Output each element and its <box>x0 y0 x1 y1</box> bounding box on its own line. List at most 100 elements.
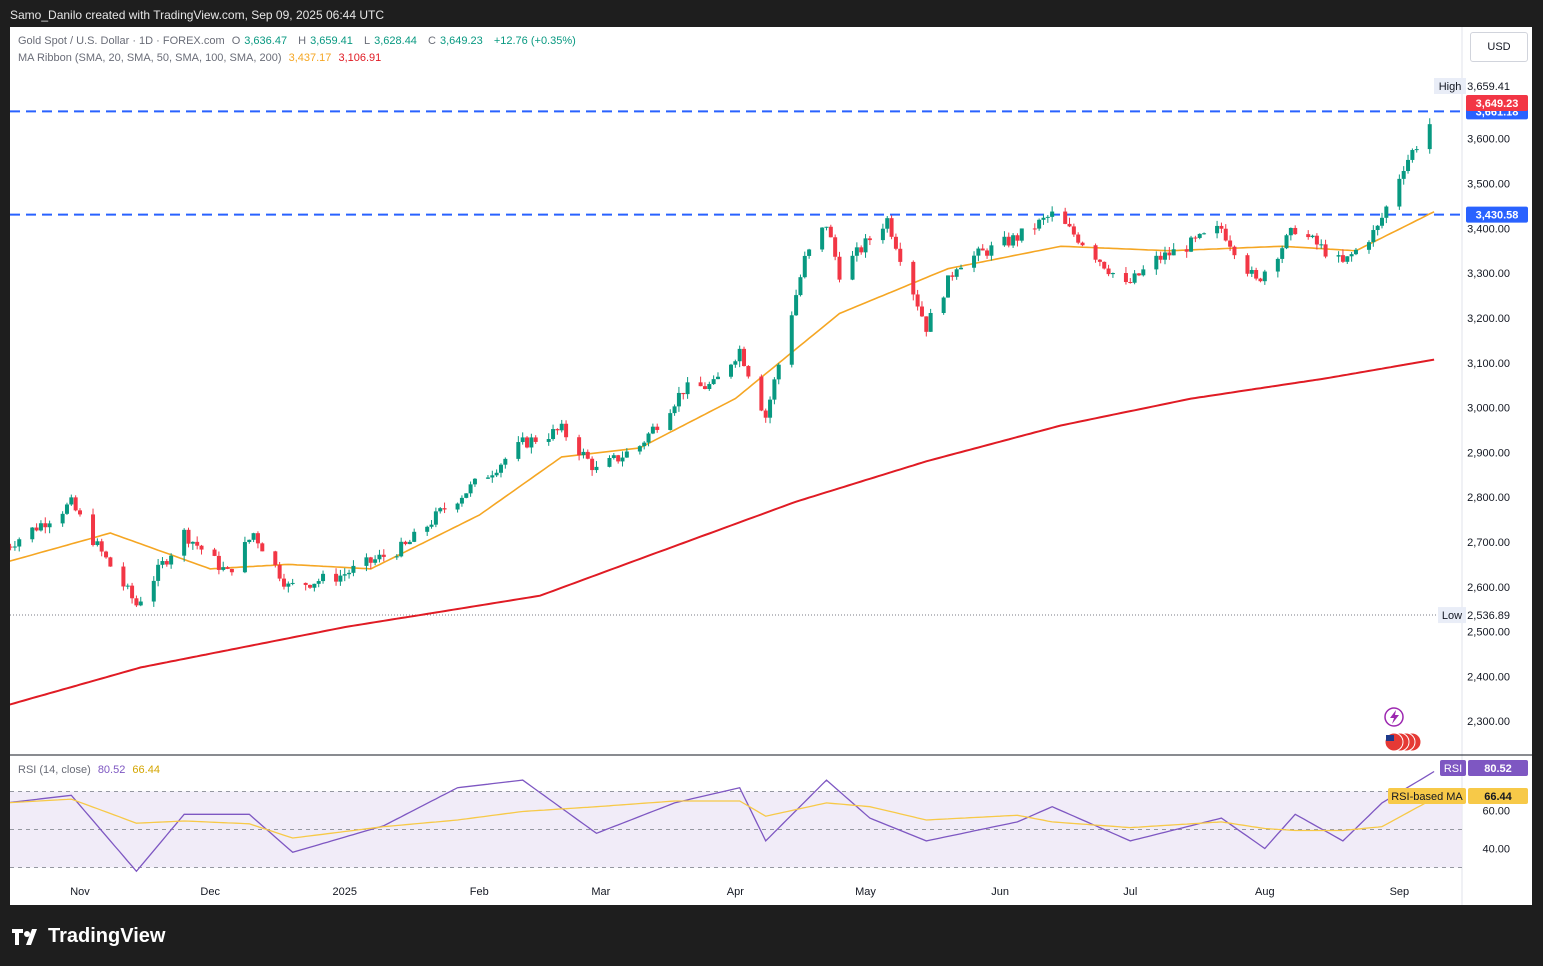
candle-body <box>1141 269 1146 276</box>
rsi-ma-tag-bg <box>1388 788 1466 804</box>
candle-body <box>642 442 647 447</box>
time-tick-label: Jul <box>1123 886 1137 898</box>
rsi-tick-label: 40.00 <box>1482 844 1510 856</box>
candle-body <box>377 554 382 560</box>
candle-body <box>1037 219 1042 229</box>
candle-body <box>1215 225 1220 234</box>
candle-body <box>1284 235 1289 249</box>
candle-body <box>316 581 321 584</box>
candle-body <box>1097 259 1102 262</box>
candle-body <box>433 511 438 525</box>
candle-body <box>1050 211 1055 217</box>
candle-body <box>585 451 590 459</box>
candle-body <box>1232 246 1237 256</box>
candle-body <box>1189 237 1194 252</box>
candle-body <box>698 382 703 387</box>
candle-body <box>1375 225 1380 231</box>
candle-body <box>30 527 35 540</box>
candle-body <box>368 557 373 563</box>
candle-body <box>38 523 43 531</box>
candle-body <box>776 364 781 380</box>
candle-body <box>893 236 898 249</box>
symbol-legend: Gold Spot / U.S. Dollar · 1D · FOREX.com… <box>18 35 580 47</box>
rsi-ma-line <box>10 797 1435 839</box>
candle-body <box>1258 278 1263 282</box>
candle-body <box>533 437 538 442</box>
candle-body <box>1063 211 1068 224</box>
high-value-label: 3,659.41 <box>1467 81 1510 93</box>
price-tick-label: 3,500.00 <box>1467 179 1510 191</box>
candle-body <box>347 572 352 575</box>
candle-body <box>1380 217 1384 226</box>
low-tag: Low <box>1442 610 1462 622</box>
candle-body <box>1002 236 1007 246</box>
candle-body <box>251 533 256 540</box>
ma-legend: MA Ribbon (SMA, 20, SMA, 50, SMA, 100, S… <box>18 52 385 64</box>
candle-body <box>854 247 859 256</box>
candle-body <box>199 545 204 550</box>
candle-body <box>485 477 490 479</box>
time-tick-label: Jun <box>991 886 1009 898</box>
candle-body <box>607 458 612 467</box>
candle-body <box>1128 282 1133 284</box>
candle-body <box>551 429 556 440</box>
candle-body <box>1371 230 1376 243</box>
candle-body <box>464 493 469 498</box>
candle-body <box>915 294 920 307</box>
candle-body <box>833 237 838 257</box>
candle-body <box>928 312 933 332</box>
candle-body <box>1019 228 1024 241</box>
rsi-ma-legend-value: 66.44 <box>132 764 160 776</box>
rsi-tick-label: 60.00 <box>1482 806 1510 818</box>
candle-body <box>216 555 221 570</box>
candle-body <box>164 561 169 565</box>
rsi-tag: RSI <box>1444 763 1462 775</box>
candle-body <box>108 557 113 567</box>
currency-button[interactable]: USD <box>1470 32 1528 62</box>
candle-body <box>1006 236 1011 246</box>
candle-body <box>946 275 950 298</box>
candle-body <box>394 556 399 558</box>
time-tick-label: Sep <box>1390 886 1410 898</box>
candle-body <box>277 564 282 579</box>
price-chart[interactable]: 2,300.00 2,400.00 2,500.00 2,600.00 2,700.00… <box>10 27 1532 905</box>
last-price-label: 3,649.23 <box>1476 98 1519 110</box>
candle-body <box>429 524 434 527</box>
candle-body <box>1249 269 1254 274</box>
low-label: L 3,628.44 <box>363 35 417 47</box>
candle-body <box>989 245 994 256</box>
candle-body <box>1032 228 1037 230</box>
tradingview-logo[interactable]: TradingView <box>12 925 165 948</box>
candle-body <box>399 541 404 557</box>
candle-body <box>312 583 317 588</box>
price-tick-label: 2,900.00 <box>1467 447 1510 459</box>
candle-body <box>242 542 247 573</box>
candle-body <box>334 573 339 582</box>
candle-body <box>60 513 65 524</box>
lightning-bolt-icon <box>1390 710 1399 724</box>
candle-body <box>520 437 525 443</box>
candle-body <box>1136 273 1141 276</box>
price-tick-label: 3,000.00 <box>1467 403 1510 415</box>
time-tick-label: 2025 <box>332 886 356 898</box>
candle-body <box>1228 240 1233 247</box>
candle-body <box>564 423 569 438</box>
time-tick-label: Aug <box>1255 886 1275 898</box>
candle-body <box>733 361 738 365</box>
candle-body <box>546 439 551 442</box>
chart-frame[interactable]: Gold Spot / U.S. Dollar · 1D · FOREX.com… <box>10 27 1532 905</box>
ma20-line <box>10 211 1435 570</box>
candle-body <box>403 541 408 545</box>
candle-body <box>590 458 595 471</box>
candle-body <box>1254 269 1259 279</box>
candle-body <box>1106 268 1111 275</box>
candle-body <box>455 503 460 510</box>
candle-body <box>12 546 17 548</box>
candle-body <box>229 568 234 573</box>
candle-body <box>1076 234 1081 243</box>
last-price-bg <box>1466 95 1528 111</box>
candle-body <box>1184 249 1189 252</box>
candle-body <box>1323 244 1328 257</box>
price-tick-label: 2,700.00 <box>1467 537 1510 549</box>
candle-body <box>438 508 443 512</box>
